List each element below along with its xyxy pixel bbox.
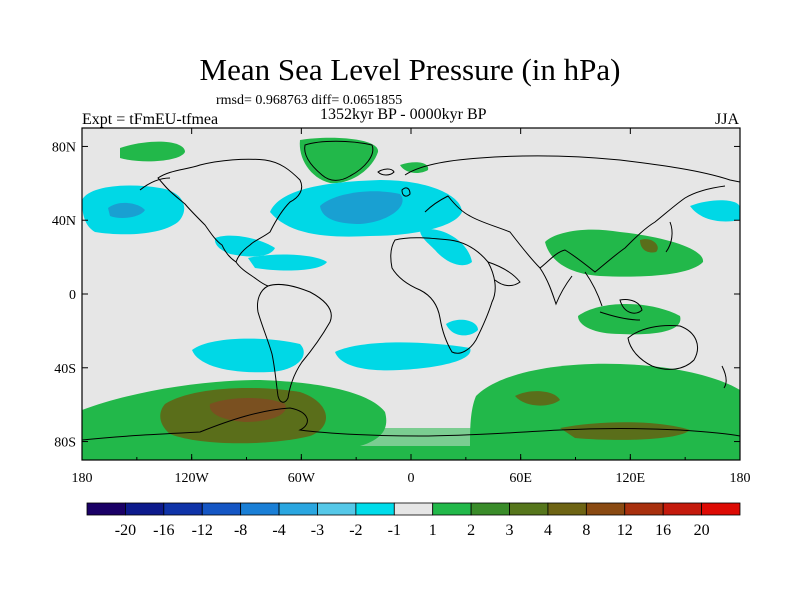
colorbar-swatch (432, 502, 472, 516)
x-tick-label: 0 (408, 471, 415, 486)
colorbar-swatch (163, 502, 203, 516)
coastline-australia (627, 325, 698, 370)
y-tick-label: 80S (54, 436, 76, 451)
coastline-greenland (304, 140, 374, 181)
chart-title: Mean Sea Level Pressure (in hPa) (199, 52, 621, 87)
coastline-arabia (487, 261, 521, 287)
coastline-antarctica (82, 407, 740, 441)
colorbar-labels: -20 -16 -12 -8 -4 -3 -2 -1 1 2 3 4 8 12 16 20 (115, 522, 710, 539)
anomaly-cyan-tropical-atlantic (248, 254, 327, 271)
x-tick-label: 60E (509, 471, 532, 486)
period-label: 1352kyr BP - 0000kyr BP (320, 106, 487, 123)
colorbar-label: 4 (544, 522, 552, 539)
colorbar-label: 2 (467, 522, 475, 539)
colorbar-label: -8 (234, 522, 247, 539)
anomaly-cyan-south-africa (446, 319, 478, 336)
colorbar-label: -4 (272, 522, 285, 539)
y-tick-label: 40N (52, 214, 76, 229)
anomaly-green-arctic-pacific (120, 141, 185, 162)
x-tick-label: 60W (288, 471, 316, 486)
colorbar-swatch (662, 502, 702, 516)
colorbar-label: -2 (349, 522, 362, 539)
colorbar-label: -1 (388, 522, 401, 539)
colorbar-swatch (470, 502, 510, 516)
anomaly-cyan-northwest-pacific (690, 200, 740, 222)
rmsd-stats: rmsd= 0.968763 diff= 0.0651855 (216, 93, 403, 108)
anomaly-blue-north-atlantic (320, 191, 403, 224)
colorbar-label: -3 (311, 522, 324, 539)
colorbar (86, 502, 741, 516)
colorbar-swatch (393, 502, 434, 516)
colorbar-label: 12 (617, 522, 633, 539)
anomaly-cyan-caribbean (214, 235, 275, 257)
colorbar-label: 1 (429, 522, 437, 539)
coastlines (82, 140, 740, 441)
coastline-alaska (139, 177, 171, 191)
x-tick-label: 180 (72, 471, 93, 486)
x-tick-label: 120W (175, 471, 210, 486)
colorbar-swatch (509, 502, 549, 516)
anomaly-green-arctic-north-atlantic (400, 162, 429, 173)
anomaly-green-greenland (299, 137, 379, 184)
coastline-sumatra (599, 311, 641, 321)
colorbar-label: -12 (192, 522, 213, 539)
coastline-british-isles (401, 187, 411, 197)
colorbar-label: -20 (115, 522, 136, 539)
anomaly-cyan-south-pacific (192, 338, 304, 373)
colorbar-swatch (201, 502, 242, 516)
coastline-central-america (235, 261, 269, 287)
colorbar-swatch (317, 502, 357, 516)
colorbar-swatch (278, 502, 318, 516)
coastline-new-zealand (721, 365, 727, 389)
colorbar-label: -16 (153, 522, 174, 539)
coastline-japan (665, 221, 673, 253)
anomaly-olive-antarctic (560, 422, 690, 440)
season-label: JJA (715, 111, 740, 128)
x-tick-marks (81, 128, 741, 460)
coastline-africa (390, 237, 496, 354)
anomaly-cyan-south-atlantic (335, 342, 471, 371)
colorbar-swatch (585, 502, 626, 516)
y-tick-label: 0 (69, 288, 76, 303)
anomaly-olive-south-indian (515, 391, 560, 406)
x-tick-label: 120E (616, 471, 646, 486)
anomaly-green-east-asia (545, 229, 704, 277)
coastline-india (539, 267, 573, 306)
colorbar-label: 8 (582, 522, 590, 539)
colorbar-swatch (86, 502, 126, 516)
y-tick-label: 80N (52, 140, 76, 155)
anomaly-blue-north-pacific (108, 202, 145, 218)
colorbar-swatch (240, 502, 280, 516)
colorbar-swatch (125, 502, 165, 516)
colorbar-label: 3 (506, 522, 514, 539)
colorbar-label: 16 (655, 522, 671, 539)
coastline-eurasia (404, 155, 740, 273)
y-tick-marks (82, 145, 740, 443)
coastline-iceland (377, 168, 395, 176)
x-tick-label: 180 (730, 471, 751, 486)
experiment-label: Expt = tFmEU-tfmea (82, 111, 219, 128)
anomaly-green-south-indian (470, 363, 740, 446)
y-tick-labels: 80N 40N 0 40S 80S (52, 140, 76, 450)
coastline-borneo (619, 299, 643, 314)
anomaly-brown-south-pacific (209, 398, 286, 422)
colorbar-swatch (547, 502, 587, 516)
colorbar-label: 20 (694, 522, 710, 539)
colorbar-swatch (624, 502, 664, 516)
colorbar-swatch (701, 502, 741, 516)
y-tick-label: 40S (54, 362, 76, 377)
coastline-indochina (584, 271, 603, 307)
anomaly-olive-east-asia (640, 239, 658, 253)
x-tick-labels: 180 120W 60W 0 60E 120E 180 (72, 471, 751, 486)
colorbar-swatch (355, 502, 395, 516)
coastline-south-america (257, 283, 332, 403)
coastline-north-america (157, 158, 303, 263)
